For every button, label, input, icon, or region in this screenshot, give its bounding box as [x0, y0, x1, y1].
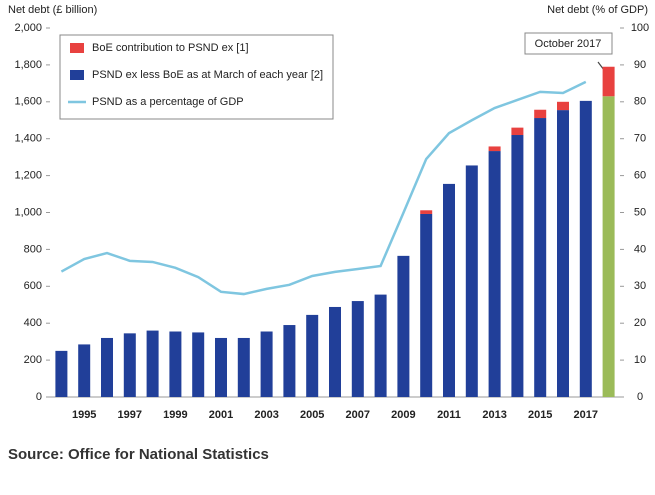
- legend-label: PSND ex less BoE as at March of each yea…: [92, 69, 323, 81]
- bar: [146, 330, 159, 397]
- y2-tick-label: 80: [634, 96, 646, 108]
- annotation: October 2017: [535, 38, 602, 50]
- y2-tick-label: 60: [634, 170, 646, 182]
- bar: [351, 301, 364, 397]
- bar: [329, 306, 341, 397]
- x-tick-label: 2009: [391, 409, 415, 421]
- bar: [511, 135, 524, 397]
- x-tick-label: 2011: [437, 409, 461, 421]
- bar: [260, 331, 273, 397]
- x-tick-label: 2015: [528, 409, 552, 421]
- bar: [306, 314, 319, 397]
- legend-label: PSND as a percentage of GDP: [92, 96, 244, 108]
- bar: [443, 183, 455, 397]
- legend-swatch: [70, 70, 84, 80]
- bar: [465, 165, 478, 397]
- y-tick-label: 2,000: [14, 22, 42, 34]
- bar: [420, 210, 433, 214]
- bar: [557, 101, 569, 111]
- bar: [557, 110, 569, 397]
- bar: [602, 66, 615, 97]
- bar: [579, 100, 592, 397]
- line: [60, 80, 587, 296]
- bar: [374, 294, 387, 397]
- y2-tick-label: 50: [634, 206, 646, 218]
- y2-tick-label: 0: [637, 391, 643, 403]
- x-tick-label: 1997: [118, 409, 142, 421]
- bar: [534, 109, 547, 119]
- bar: [169, 331, 182, 397]
- x-tick-label: 2003: [254, 409, 278, 421]
- y2-tick-label: 30: [634, 280, 646, 292]
- x-tick-label: 2013: [482, 409, 506, 421]
- y-tick-label: 1,000: [14, 206, 42, 218]
- bar: [420, 213, 433, 397]
- annotation-box: [524, 32, 613, 55]
- y-tick-label: 1,800: [14, 59, 42, 71]
- y-tick-label: 600: [24, 280, 42, 292]
- bar: [78, 344, 91, 397]
- bar: [237, 337, 250, 397]
- bar: [55, 350, 68, 397]
- bar: [283, 325, 296, 397]
- x-tick-label: 2001: [209, 409, 233, 421]
- y2-tick-label: 20: [634, 317, 646, 329]
- x-tick-label: 2007: [346, 409, 370, 421]
- y-tick-label: 800: [24, 243, 42, 255]
- bar: [192, 332, 205, 397]
- x-tick-label: 1995: [72, 409, 96, 421]
- y2-tick-label: 10: [634, 354, 646, 366]
- y-tick-label: 1,200: [14, 170, 42, 182]
- y-tick-label: 1,600: [14, 96, 42, 108]
- bar: [397, 255, 410, 397]
- y2-tick-label: 100: [631, 22, 649, 34]
- legend: [59, 34, 334, 120]
- bar: [488, 146, 501, 152]
- legend-swatch: [70, 43, 84, 53]
- bar: [215, 337, 227, 397]
- bar: [123, 333, 136, 397]
- y-axis-label: Net debt (£ billion): [8, 4, 97, 16]
- bar: [534, 118, 547, 397]
- y-tick-label: 1,400: [14, 133, 42, 145]
- x-tick-label: 2005: [300, 409, 324, 421]
- legend-label: BoE contribution to PSND ex [1]: [92, 42, 249, 54]
- bar: [101, 337, 113, 397]
- x-tick-label: 1999: [163, 409, 187, 421]
- y-tick-label: 200: [24, 354, 42, 366]
- y2-tick-label: 40: [634, 243, 646, 255]
- x-tick-label: 2017: [574, 409, 598, 421]
- y2-tick-label: 90: [634, 59, 646, 71]
- bar: [488, 151, 501, 397]
- y2-tick-label: 70: [634, 133, 646, 145]
- bar: [511, 127, 524, 136]
- y-tick-label: 0: [36, 391, 42, 403]
- y2-axis-label: Net debt (% of GDP): [547, 4, 648, 16]
- y-tick-label: 400: [24, 317, 42, 329]
- bar: [602, 96, 615, 397]
- source: Source: Office for National Statistics: [8, 446, 269, 463]
